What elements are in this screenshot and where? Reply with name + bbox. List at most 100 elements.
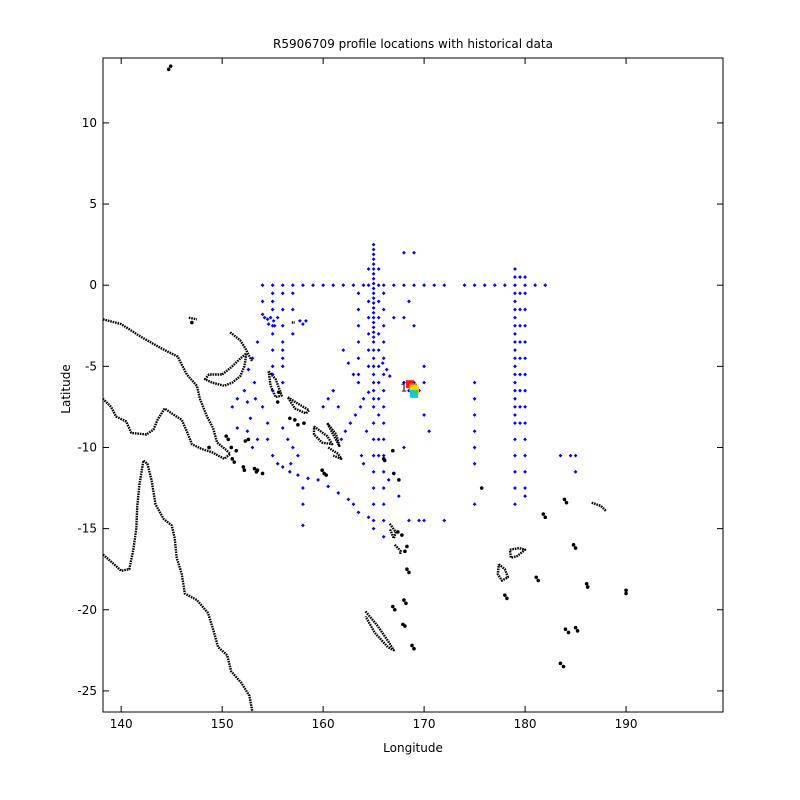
historical-point <box>376 315 381 320</box>
historical-point <box>371 325 376 330</box>
coastline-point <box>403 624 407 628</box>
historical-point <box>356 323 361 328</box>
historical-point <box>366 348 371 353</box>
historical-point <box>381 388 386 393</box>
historical-point <box>366 299 371 304</box>
coastline-point <box>229 445 234 450</box>
historical-point <box>242 388 247 393</box>
historical-point <box>371 340 376 344</box>
x-tick-label: 190 <box>615 717 638 731</box>
historical-point <box>371 276 376 281</box>
coastline-point <box>563 627 568 632</box>
historical-point <box>270 453 275 458</box>
historical-point <box>371 262 376 266</box>
coastline-point <box>404 601 408 606</box>
historical-point <box>472 413 477 417</box>
coastline-segment <box>203 352 248 387</box>
historical-point <box>265 317 270 322</box>
historical-point <box>407 299 411 304</box>
historical-point <box>376 437 381 442</box>
historical-point <box>523 486 527 490</box>
historical-point <box>513 267 517 271</box>
historical-point <box>543 283 548 288</box>
historical-point <box>295 453 300 458</box>
historical-point <box>336 405 341 409</box>
x-tick-label: 150 <box>211 717 234 731</box>
historical-point <box>391 315 396 320</box>
historical-point <box>371 291 376 296</box>
historical-point <box>518 356 522 361</box>
profile-point <box>410 389 419 398</box>
historical-point <box>290 331 295 336</box>
coastline-segment <box>286 396 311 415</box>
x-axis-label: Longitude <box>383 741 443 755</box>
historical-point <box>381 356 386 361</box>
historical-point <box>371 330 376 335</box>
historical-point <box>432 283 437 288</box>
historical-point <box>260 312 265 317</box>
historical-point <box>513 421 517 426</box>
historical-point <box>356 340 361 344</box>
y-axis-label: Latitude <box>59 364 73 413</box>
historical-point <box>341 283 346 288</box>
historical-point <box>290 283 295 288</box>
historical-point <box>301 486 305 490</box>
historical-point <box>381 291 386 296</box>
historical-point <box>573 453 578 458</box>
y-tick-label: -10 <box>77 440 97 454</box>
historical-point <box>371 364 376 369</box>
coastline-segment <box>102 459 254 713</box>
historical-point <box>371 469 376 474</box>
historical-point <box>371 252 376 257</box>
historical-point <box>523 453 527 458</box>
coastline-point <box>503 593 507 597</box>
coastline-point <box>232 460 237 464</box>
coastline-point <box>393 607 397 612</box>
x-tick-label: 170 <box>413 717 436 731</box>
y-tick-label: -5 <box>85 359 97 373</box>
coastline-point <box>584 581 589 586</box>
coastline-point <box>405 567 409 571</box>
historical-point <box>245 400 250 404</box>
historical-point <box>371 315 376 320</box>
coastline-segment <box>364 610 395 652</box>
historical-point <box>295 473 300 477</box>
coastline-point <box>302 421 306 425</box>
historical-point <box>523 323 527 328</box>
historical-point <box>255 340 260 344</box>
coastline-point <box>561 664 566 669</box>
historical-point <box>402 380 406 385</box>
historical-point <box>361 396 366 401</box>
historical-point <box>381 323 386 328</box>
historical-point <box>381 437 386 442</box>
coastline-point <box>407 570 411 575</box>
historical-point <box>301 523 305 528</box>
y-tick-label: 10 <box>82 116 97 130</box>
historical-point <box>523 494 527 499</box>
historical-point <box>230 405 235 409</box>
coastline-point <box>234 448 239 453</box>
historical-point <box>422 364 427 369</box>
historical-point <box>366 515 371 520</box>
historical-point <box>371 242 376 247</box>
historical-point <box>270 348 275 353</box>
historical-point <box>412 283 416 288</box>
historical-point <box>381 283 386 288</box>
coastline-point <box>190 320 194 325</box>
coastline-point <box>324 473 328 477</box>
historical-point <box>371 296 376 301</box>
historical-point <box>366 267 371 271</box>
historical-point <box>301 322 305 327</box>
historical-point <box>371 335 376 340</box>
historical-point <box>513 283 517 288</box>
coastline-point <box>243 439 248 443</box>
coastline-point <box>562 497 567 502</box>
historical-point <box>272 323 277 328</box>
historical-point <box>331 283 336 288</box>
historical-point <box>301 502 305 507</box>
historical-point <box>472 429 477 434</box>
historical-point <box>518 323 522 328</box>
historical-point <box>376 331 381 336</box>
historical-point <box>361 461 366 466</box>
coastline-point <box>479 486 484 490</box>
